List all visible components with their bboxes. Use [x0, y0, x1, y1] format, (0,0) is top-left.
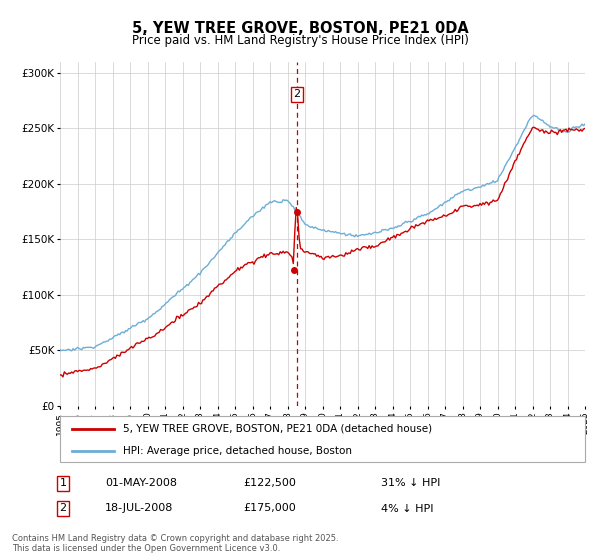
- Text: 5, YEW TREE GROVE, BOSTON, PE21 0DA: 5, YEW TREE GROVE, BOSTON, PE21 0DA: [131, 21, 469, 36]
- Text: 18-JUL-2008: 18-JUL-2008: [105, 503, 173, 514]
- Text: 1: 1: [59, 478, 67, 488]
- Text: 01-MAY-2008: 01-MAY-2008: [105, 478, 177, 488]
- Text: £122,500: £122,500: [243, 478, 296, 488]
- Text: Contains HM Land Registry data © Crown copyright and database right 2025.
This d: Contains HM Land Registry data © Crown c…: [12, 534, 338, 553]
- Text: Price paid vs. HM Land Registry's House Price Index (HPI): Price paid vs. HM Land Registry's House …: [131, 34, 469, 46]
- Text: £175,000: £175,000: [243, 503, 296, 514]
- Text: 4% ↓ HPI: 4% ↓ HPI: [381, 503, 433, 514]
- Text: 2: 2: [59, 503, 67, 514]
- Text: 2: 2: [293, 89, 301, 99]
- Text: 5, YEW TREE GROVE, BOSTON, PE21 0DA (detached house): 5, YEW TREE GROVE, BOSTON, PE21 0DA (det…: [123, 424, 432, 434]
- Text: 31% ↓ HPI: 31% ↓ HPI: [381, 478, 440, 488]
- Text: HPI: Average price, detached house, Boston: HPI: Average price, detached house, Bost…: [123, 446, 352, 455]
